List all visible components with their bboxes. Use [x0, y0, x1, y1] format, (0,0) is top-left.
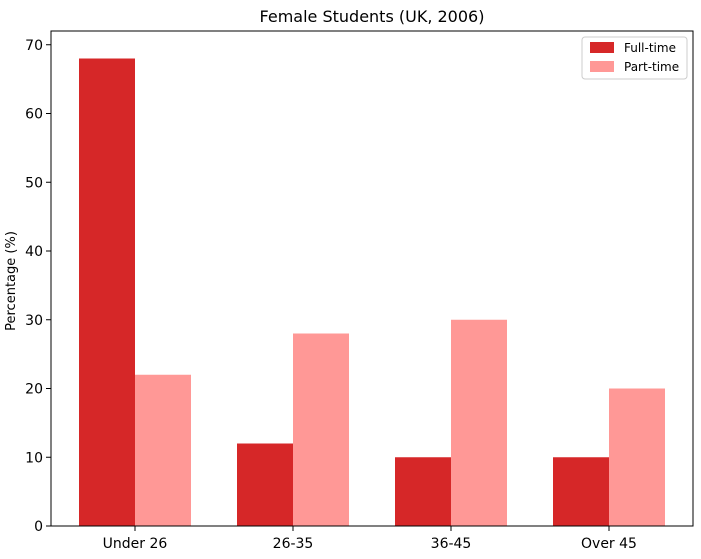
bar-full-time-36-45 [395, 457, 451, 526]
x-tick-label-26-35: 26-35 [273, 536, 314, 552]
x-tick-label-under-26: Under 26 [103, 536, 168, 552]
y-tick-label: 10 [25, 450, 43, 466]
bar-part-time-over-45 [609, 388, 665, 526]
bar-part-time-26-35 [293, 333, 349, 526]
y-axis-label: Percentage (%) [4, 231, 19, 331]
legend-label-part-time: Part-time [624, 60, 679, 74]
y-tick-label: 20 [25, 382, 43, 398]
legend-swatch-full-time [590, 42, 614, 53]
y-tick-label: 70 [25, 38, 43, 54]
bar-part-time-under-26 [135, 374, 191, 526]
y-tick-label: 30 [25, 313, 43, 329]
y-tick-label: 0 [34, 519, 43, 535]
legend-label-full-time: Full-time [624, 41, 676, 55]
x-ticks-group: Under 26 26-35 36-45 Over 45 [103, 526, 637, 552]
bar-part-time-36-45 [451, 319, 507, 526]
legend: Full-time Part-time [581, 36, 688, 80]
y-tick-label: 40 [25, 244, 43, 260]
y-ticks-group: 0 10 20 30 40 50 60 70 [25, 38, 51, 535]
y-tick-label: 60 [25, 107, 43, 123]
y-tick-label: 50 [25, 175, 43, 191]
chart-title: Female Students (UK, 2006) [260, 7, 485, 26]
bar-full-time-26-35 [237, 443, 293, 526]
bars-group [79, 58, 665, 526]
legend-swatch-part-time [590, 61, 614, 72]
x-tick-label-36-45: 36-45 [431, 536, 472, 552]
bar-full-time-over-45 [553, 457, 609, 526]
bar-full-time-under-26 [79, 58, 135, 526]
x-tick-label-over-45: Over 45 [581, 536, 637, 552]
plot-frame [50, 30, 694, 527]
